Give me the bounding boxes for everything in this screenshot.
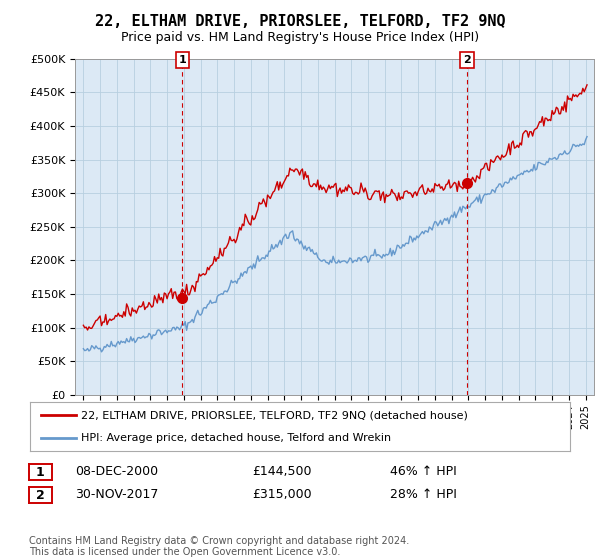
Text: 2: 2 — [36, 489, 44, 502]
Text: 30-NOV-2017: 30-NOV-2017 — [75, 488, 158, 501]
Text: 46% ↑ HPI: 46% ↑ HPI — [390, 465, 457, 478]
Text: Contains HM Land Registry data © Crown copyright and database right 2024.
This d: Contains HM Land Registry data © Crown c… — [29, 535, 409, 557]
Text: Price paid vs. HM Land Registry's House Price Index (HPI): Price paid vs. HM Land Registry's House … — [121, 31, 479, 44]
Text: 1: 1 — [179, 55, 187, 65]
Text: £315,000: £315,000 — [252, 488, 311, 501]
Text: £144,500: £144,500 — [252, 465, 311, 478]
Text: 1: 1 — [36, 466, 44, 479]
Text: 22, ELTHAM DRIVE, PRIORSLEE, TELFORD, TF2 9NQ (detached house): 22, ELTHAM DRIVE, PRIORSLEE, TELFORD, TF… — [82, 410, 468, 421]
Text: 22, ELTHAM DRIVE, PRIORSLEE, TELFORD, TF2 9NQ: 22, ELTHAM DRIVE, PRIORSLEE, TELFORD, TF… — [95, 14, 505, 29]
Text: HPI: Average price, detached house, Telford and Wrekin: HPI: Average price, detached house, Telf… — [82, 433, 391, 444]
Text: 08-DEC-2000: 08-DEC-2000 — [75, 465, 158, 478]
Text: 2: 2 — [463, 55, 471, 65]
Text: 28% ↑ HPI: 28% ↑ HPI — [390, 488, 457, 501]
